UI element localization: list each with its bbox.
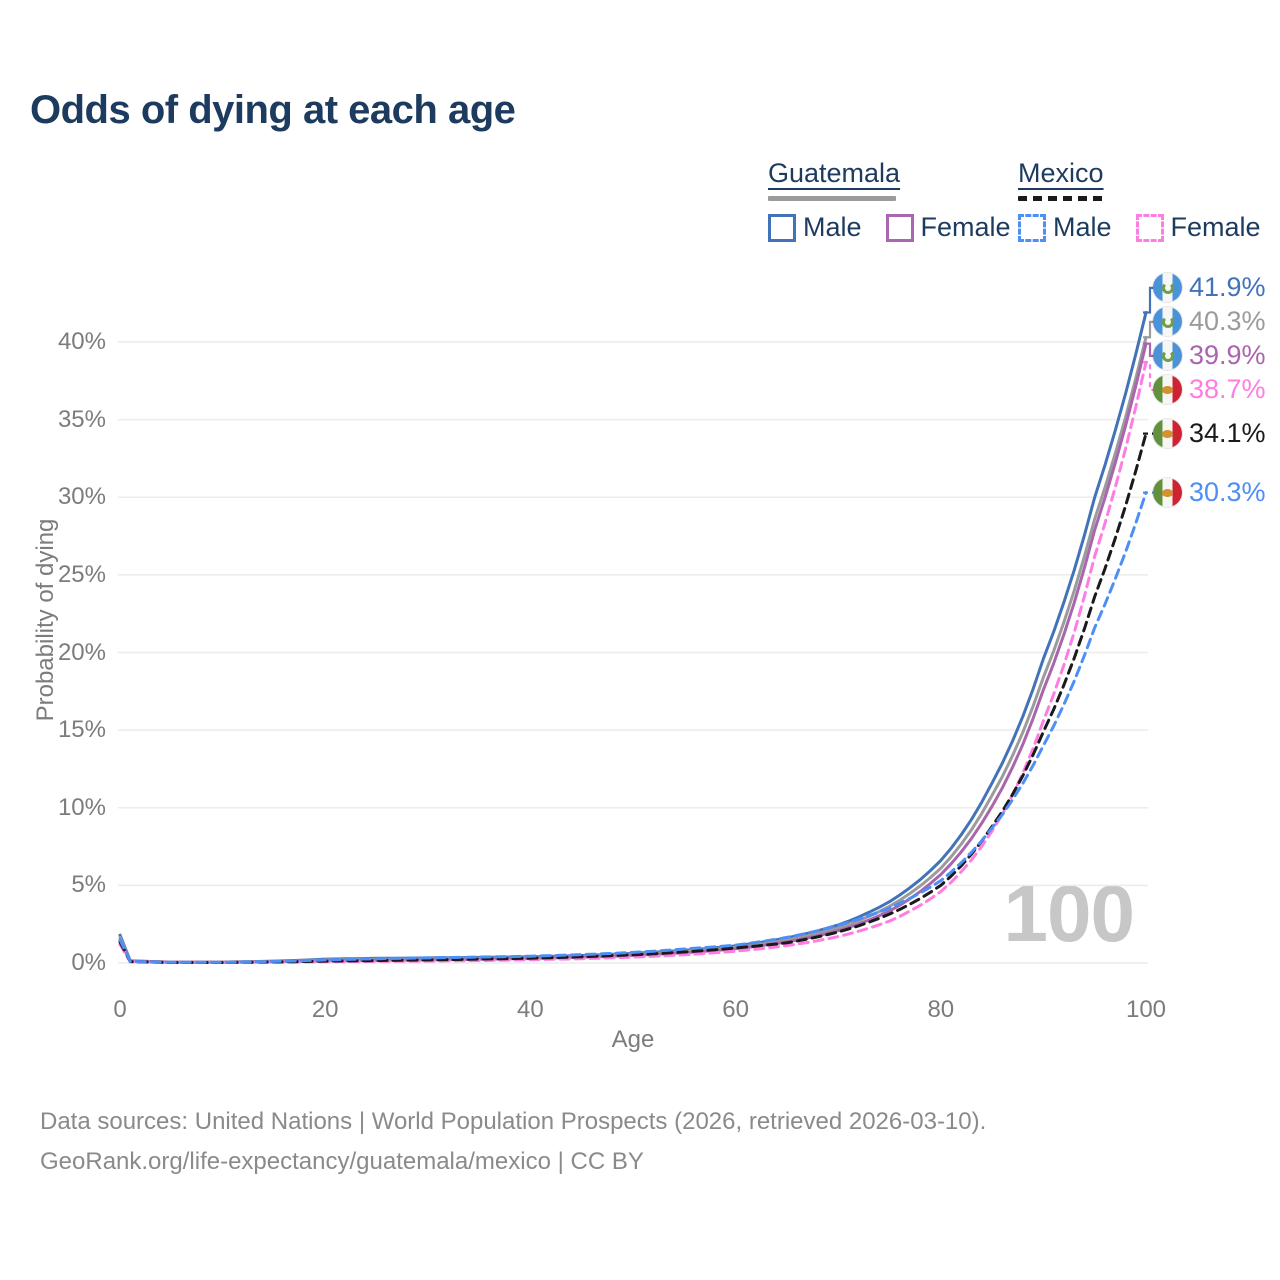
legend-line-sample-guatemala bbox=[768, 196, 896, 201]
mexico-flag-icon bbox=[1153, 478, 1182, 508]
end-label-value: 38.7% bbox=[1189, 374, 1266, 405]
y-tick-label: 30% bbox=[57, 483, 106, 511]
mexico-flag-icon bbox=[1153, 419, 1182, 449]
y-axis-title: Probability of dying bbox=[32, 518, 59, 722]
x-tick-label: 100 bbox=[1125, 996, 1167, 1023]
x-tick-label: 0 bbox=[113, 996, 127, 1023]
legend-header-mexico: Mexico bbox=[1018, 158, 1104, 188]
series-line-guatemala-female bbox=[118, 342, 1148, 964]
mexico-flag-icon bbox=[1153, 375, 1182, 405]
series-line-guatemala-male bbox=[118, 311, 1148, 964]
y-tick-label: 15% bbox=[57, 716, 106, 744]
y-tick-label: 10% bbox=[57, 793, 106, 821]
legend-item-label: Female bbox=[920, 212, 1011, 242]
legend-item-label: Male bbox=[803, 212, 862, 242]
guatemala-flag-icon bbox=[1153, 341, 1182, 371]
x-tick-label: 20 bbox=[311, 996, 339, 1023]
end-label-value: 39.9% bbox=[1189, 340, 1266, 371]
y-tick-label: 25% bbox=[57, 560, 106, 588]
x-tick-label: 40 bbox=[517, 996, 544, 1023]
guatemala-flag-icon bbox=[1153, 307, 1182, 337]
legend-item-label: Male bbox=[1053, 212, 1112, 242]
age-watermark: 100 bbox=[1003, 869, 1135, 958]
series-line-mexico-both-sexes bbox=[118, 432, 1148, 964]
guatemala-male-swatch-icon bbox=[768, 213, 796, 242]
gridlines bbox=[118, 341, 1148, 964]
legend-item-guatemala-male[interactable]: Male bbox=[768, 212, 862, 243]
data-sources-text: Data sources: United Nations | World Pop… bbox=[40, 1108, 987, 1135]
series-line-guatemala-both-sexes bbox=[118, 335, 1148, 964]
y-tick-label: 20% bbox=[57, 638, 106, 666]
series-line-mexico-female bbox=[118, 360, 1148, 964]
legend-header-guatemala: Guatemala bbox=[768, 158, 901, 188]
y-tick-label: 40% bbox=[57, 328, 106, 355]
end-label-value: 34.1% bbox=[1189, 418, 1266, 449]
legend-group-mexico: Mexico Male Female bbox=[1018, 158, 1261, 243]
end-label-guatemala-female: 39.9% bbox=[1153, 340, 1266, 371]
end-label-guatemala-both-sexes: 40.3% bbox=[1153, 306, 1266, 337]
end-label-mexico-female: 38.7% bbox=[1153, 374, 1266, 405]
end-label-mexico-male: 30.3% bbox=[1153, 477, 1266, 508]
guatemala-flag-icon bbox=[1153, 273, 1182, 303]
legend-item-mexico-male[interactable]: Male bbox=[1018, 212, 1112, 243]
end-label-mexico-both-sexes: 34.1% bbox=[1153, 418, 1266, 449]
y-tick-label: 35% bbox=[57, 405, 106, 433]
end-label-value: 30.3% bbox=[1189, 477, 1266, 508]
legend-line-sample-mexico bbox=[1018, 196, 1104, 201]
attribution-text: GeoRank.org/life-expectancy/guatemala/me… bbox=[40, 1148, 644, 1175]
end-label-value: 41.9% bbox=[1189, 272, 1266, 303]
x-tick-label: 60 bbox=[722, 996, 749, 1023]
guatemala-female-swatch-icon bbox=[885, 213, 914, 242]
legend-item-guatemala-female[interactable]: Female bbox=[885, 212, 1011, 243]
series-line-mexico-male bbox=[118, 491, 1148, 964]
mexico-female-swatch-icon bbox=[1135, 213, 1164, 242]
y-tick-label: 0% bbox=[71, 949, 106, 976]
x-axis-title: Age bbox=[611, 1026, 655, 1053]
y-tick-label: 5% bbox=[71, 871, 106, 899]
page-title: Odds of dying at each age bbox=[30, 88, 516, 132]
legend-group-guatemala: Guatemala Male Female bbox=[768, 158, 1011, 243]
legend-item-mexico-female[interactable]: Female bbox=[1135, 212, 1261, 243]
end-label-value: 40.3% bbox=[1189, 306, 1266, 337]
x-tick-label: 80 bbox=[927, 996, 955, 1023]
end-label-guatemala-male: 41.9% bbox=[1153, 272, 1266, 303]
legend-item-label: Female bbox=[1170, 212, 1261, 242]
mexico-male-swatch-icon bbox=[1018, 213, 1046, 242]
